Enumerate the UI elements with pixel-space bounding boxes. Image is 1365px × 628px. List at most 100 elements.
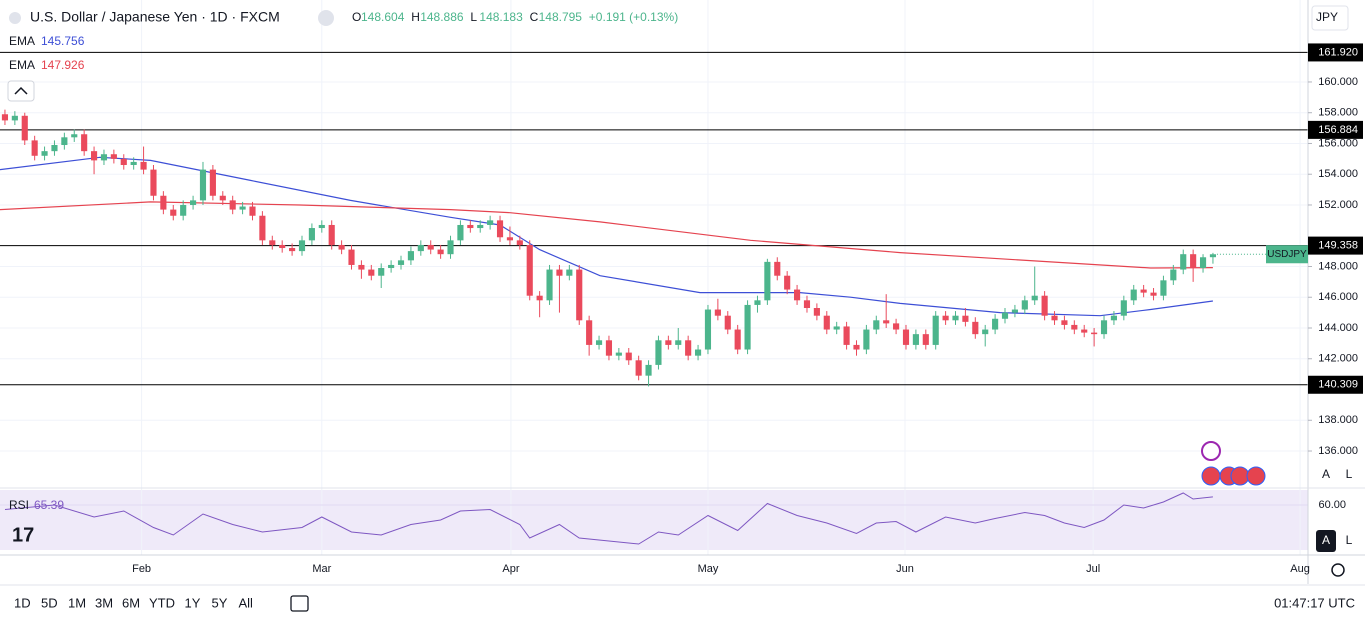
flag-icon[interactable] — [1201, 466, 1221, 486]
x-tick-label: Jul — [1086, 563, 1100, 575]
range-button[interactable]: 1M — [68, 595, 86, 610]
candle-body — [764, 261, 771, 301]
range-button[interactable]: All — [239, 595, 254, 610]
clock: 01:47:17 UTC — [1274, 595, 1355, 610]
candle-body — [1091, 332, 1098, 335]
candle-body — [289, 248, 296, 252]
candle-body — [358, 264, 365, 270]
rsi-tick-label: 60.00 — [1318, 499, 1346, 511]
y-tick-label: 160.000 — [1318, 76, 1358, 88]
ohlc-value: 148.604 — [361, 10, 405, 24]
candle-body — [417, 244, 424, 252]
log-scale[interactable]: L — [1346, 467, 1353, 481]
ohlc-label: L — [470, 10, 477, 24]
auto-scale-active[interactable] — [1316, 530, 1336, 552]
candle-body — [833, 326, 840, 330]
candle-body — [1011, 309, 1018, 313]
x-tick-label: Jun — [896, 563, 914, 575]
candle-body — [1199, 257, 1207, 269]
candle-body — [744, 304, 751, 350]
collapse-button[interactable] — [7, 80, 35, 102]
ema-label: EMA — [9, 58, 35, 72]
candle-body — [942, 315, 949, 321]
candle-body — [81, 134, 88, 152]
ema-label: EMA — [9, 34, 35, 48]
candle-body — [893, 323, 900, 330]
candle-body — [269, 240, 276, 245]
y-tick-label: 158.000 — [1318, 107, 1358, 119]
settings-icon[interactable] — [1331, 563, 1345, 577]
candle-body — [318, 224, 325, 229]
level-label-box — [1308, 43, 1363, 62]
ohlc-label: O — [352, 10, 361, 24]
range-button[interactable]: 3M — [95, 595, 113, 610]
ohlc-label: C — [530, 10, 539, 24]
currency-button[interactable] — [1311, 5, 1349, 31]
candle-body — [1051, 315, 1058, 321]
candle-body — [51, 145, 58, 152]
candle-body — [279, 244, 286, 249]
y-tick-label: 136.000 — [1318, 445, 1358, 457]
calendar-icon[interactable] — [290, 595, 309, 612]
candle-body — [229, 200, 236, 210]
flag-icon[interactable] — [1230, 466, 1250, 486]
candle-body — [843, 326, 850, 345]
candle-body — [150, 169, 157, 196]
range-button[interactable]: YTD — [149, 595, 175, 610]
level-label: 149.358 — [1318, 240, 1358, 252]
auto-scale[interactable]: A — [1322, 533, 1330, 547]
candle-body — [506, 237, 514, 241]
flag-icon[interactable] — [1246, 466, 1266, 486]
candle-body — [378, 268, 385, 276]
auto-scale[interactable]: A — [1322, 467, 1330, 481]
range-button[interactable]: 6M — [122, 595, 140, 610]
ohlc-value: 148.795 — [539, 10, 583, 24]
candle-body — [1061, 320, 1068, 325]
candle-body — [536, 295, 543, 301]
range-button[interactable]: 5Y — [212, 595, 228, 610]
range-button[interactable]: 1Y — [185, 595, 201, 610]
candle-body — [516, 240, 523, 245]
candle-body — [1031, 295, 1038, 301]
candle-body — [952, 315, 959, 321]
candle-body — [922, 334, 929, 345]
range-button[interactable]: 5D — [41, 595, 58, 610]
candle-body — [546, 269, 553, 301]
candle-body — [170, 209, 177, 216]
candle-body — [61, 137, 68, 146]
candle-body — [625, 352, 632, 361]
candle-body — [110, 154, 117, 159]
candle-body — [694, 349, 702, 356]
candle-body — [734, 329, 741, 350]
candle-body — [873, 320, 880, 330]
y-tick-label: 138.000 — [1318, 414, 1358, 426]
eye-button[interactable] — [318, 10, 334, 26]
level-label-box — [1308, 236, 1363, 255]
event-icon[interactable] — [1201, 441, 1221, 461]
candle-body — [576, 269, 583, 321]
y-tick-label: 154.000 — [1318, 168, 1358, 180]
ohlc-value: 148.886 — [420, 10, 464, 24]
range-button[interactable]: 1D — [14, 595, 31, 610]
candle-body — [457, 224, 464, 241]
candle-body — [1041, 295, 1048, 316]
candle-body — [704, 309, 712, 350]
candle-body — [348, 249, 355, 265]
candle-body — [912, 334, 919, 345]
candle-body — [635, 360, 642, 376]
candle-body — [932, 315, 939, 345]
ema-value: 145.756 — [41, 34, 85, 48]
candle-body — [368, 269, 375, 276]
candle-body — [586, 320, 593, 345]
level-label-box — [1308, 120, 1363, 139]
candle-body — [1021, 300, 1028, 310]
candle-body — [853, 344, 860, 350]
log-scale[interactable]: L — [1346, 533, 1353, 547]
candle-body — [615, 352, 622, 356]
candle-body — [496, 220, 504, 238]
candle-body — [160, 195, 167, 210]
collapse-icon — [14, 86, 28, 95]
candle-body — [41, 151, 48, 156]
level-label-box — [1308, 375, 1363, 394]
candle-body — [467, 224, 474, 229]
